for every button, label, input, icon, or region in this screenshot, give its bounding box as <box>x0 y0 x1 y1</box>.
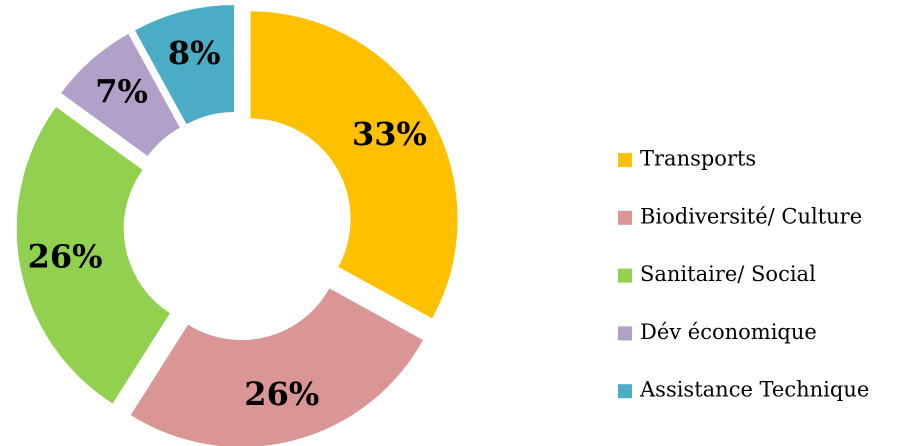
legend-label: Biodiversité/ Culture <box>640 204 862 228</box>
legend-swatch <box>618 210 632 225</box>
donut-slice <box>249 10 459 320</box>
value-label: 7% <box>95 72 148 110</box>
donut-slice <box>15 105 172 405</box>
donut-slice <box>133 3 236 126</box>
value-label: 26% <box>244 375 319 413</box>
legend-label: Dév économique <box>640 320 817 344</box>
value-label: 26% <box>28 237 103 275</box>
legend-swatch <box>618 153 632 167</box>
value-label: 8% <box>168 34 221 72</box>
value-label: 33% <box>352 115 427 153</box>
legend-label: Transports <box>640 147 756 171</box>
legend-swatch <box>618 384 632 399</box>
legend-swatch <box>618 326 632 341</box>
donut-slice <box>59 32 182 158</box>
legend-swatch <box>618 268 632 283</box>
donut-slice <box>129 287 425 446</box>
legend-label: Sanitaire/ Social <box>640 262 816 286</box>
legend-label: Assistance Technique <box>639 378 869 402</box>
